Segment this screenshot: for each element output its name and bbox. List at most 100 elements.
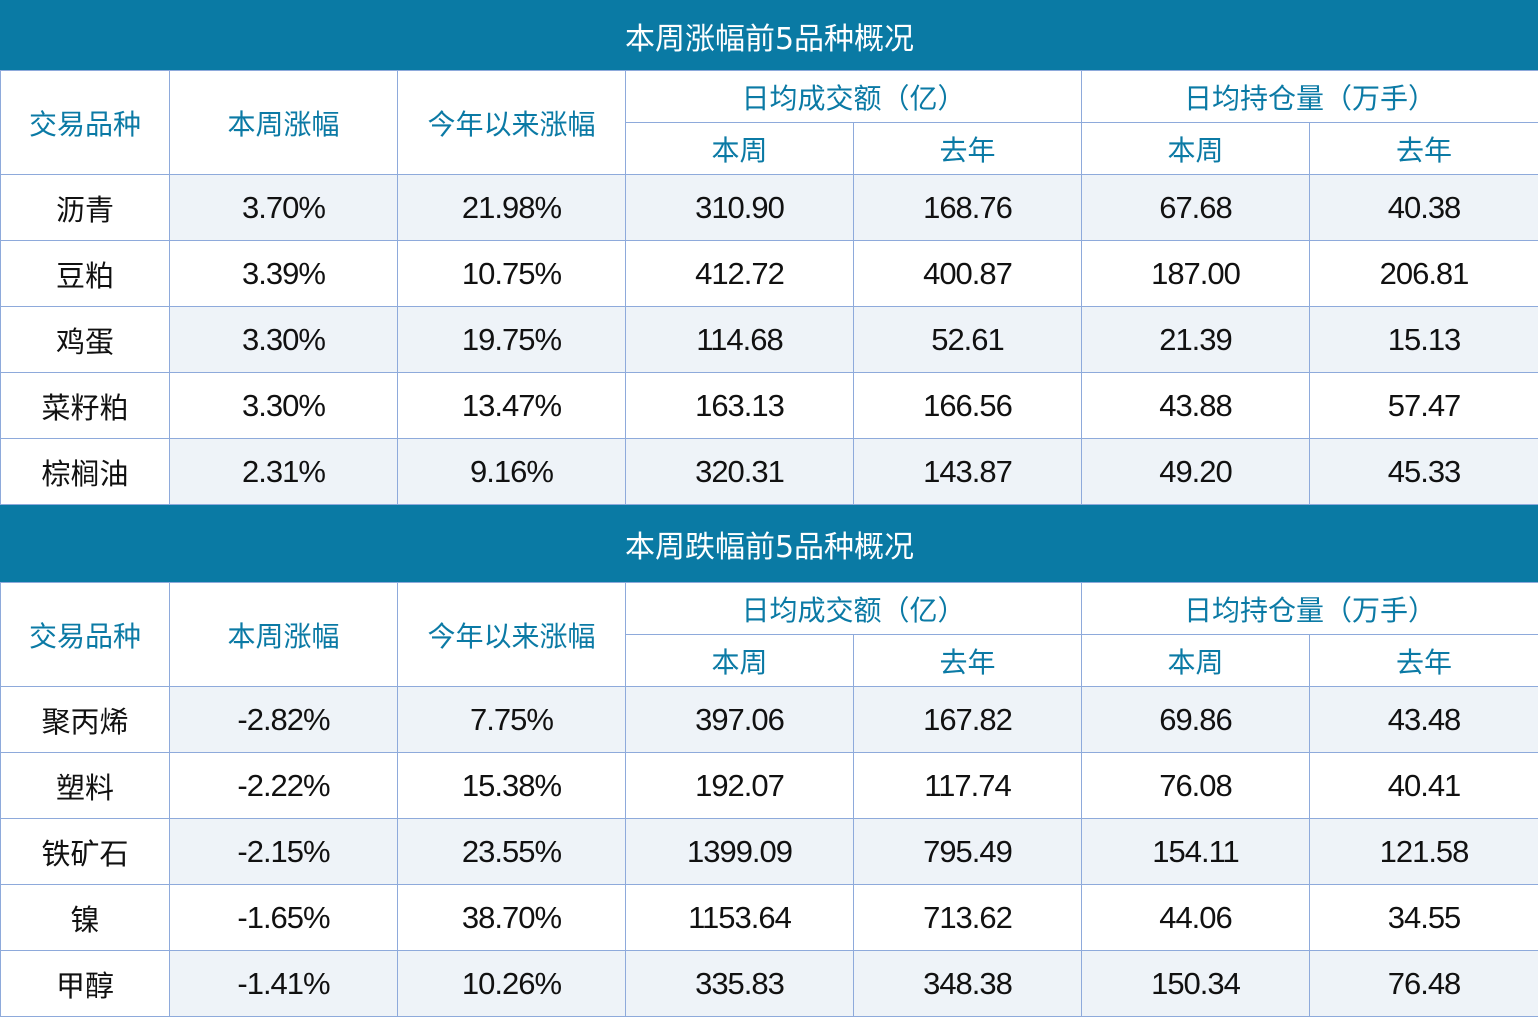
oi-this-week: 43.88 (1081, 372, 1310, 439)
week-change: -1.65% (169, 884, 398, 951)
oi-this-week: 150.34 (1081, 950, 1310, 1017)
decliners-header-row-2: 本周 去年 本周 去年 (1, 634, 1538, 687)
variety-name: 沥青 (0, 174, 170, 241)
table-row: 豆粕 3.39% 10.75% 412.72 400.87 187.00 206… (0, 240, 1538, 307)
turnover-last-year: 713.62 (853, 884, 1082, 951)
header-turnover-this-week: 本周 (625, 122, 854, 175)
turnover-this-week: 320.31 (625, 438, 854, 505)
gainers-header-row-1: 交易品种 本周涨幅 今年以来涨幅 日均成交额（亿） 日均持仓量（万手） (0, 70, 1538, 175)
table-row: 聚丙烯 -2.82% 7.75% 397.06 167.82 69.86 43.… (0, 686, 1538, 753)
table-row: 镍 -1.65% 38.70% 1153.64 713.62 44.06 34.… (0, 884, 1538, 951)
oi-this-week: 69.86 (1081, 686, 1310, 753)
variety-name: 甲醇 (0, 950, 170, 1017)
variety-name: 鸡蛋 (0, 306, 170, 373)
ytd-change: 38.70% (397, 884, 626, 951)
oi-this-week: 67.68 (1081, 174, 1310, 241)
week-change: 2.31% (169, 438, 398, 505)
ytd-change: 19.75% (397, 306, 626, 373)
turnover-this-week: 310.90 (625, 174, 854, 241)
gainers-header-row-2: 本周 去年 本周 去年 (1, 122, 1538, 175)
decliners-header-row-1: 交易品种 本周涨幅 今年以来涨幅 日均成交额（亿） 日均持仓量（万手） (0, 582, 1538, 687)
oi-last-year: 34.55 (1308, 884, 1538, 951)
ytd-change: 10.26% (397, 950, 626, 1017)
oi-last-year: 40.38 (1308, 174, 1538, 241)
table-row: 铁矿石 -2.15% 23.55% 1399.09 795.49 154.11 … (0, 818, 1538, 885)
turnover-this-week: 114.68 (625, 306, 854, 373)
header-ytd-change: 今年以来涨幅 (397, 70, 626, 175)
oi-last-year: 76.48 (1308, 950, 1538, 1017)
header-open-interest-group: 日均持仓量（万手） (1080, 70, 1538, 123)
oi-this-week: 21.39 (1081, 306, 1310, 373)
oi-last-year: 40.41 (1308, 752, 1538, 819)
table-row: 塑料 -2.22% 15.38% 192.07 117.74 76.08 40.… (0, 752, 1538, 819)
week-change: -2.82% (169, 686, 398, 753)
ytd-change: 23.55% (397, 818, 626, 885)
table-row: 沥青 3.70% 21.98% 310.90 168.76 67.68 40.3… (0, 174, 1538, 241)
header-open-interest-group: 日均持仓量（万手） (1080, 582, 1538, 635)
table-row: 鸡蛋 3.30% 19.75% 114.68 52.61 21.39 15.13 (0, 306, 1538, 373)
variety-name: 塑料 (0, 752, 170, 819)
variety-name: 棕榈油 (0, 438, 170, 505)
variety-name: 菜籽粕 (0, 372, 170, 439)
week-change: 3.70% (169, 174, 398, 241)
oi-last-year: 45.33 (1308, 438, 1538, 505)
decliners-title-row: 本周跌幅前5品种概况 (0, 504, 1538, 583)
turnover-last-year: 117.74 (853, 752, 1082, 819)
header-oi-this-week: 本周 (1081, 122, 1310, 175)
turnover-this-week: 192.07 (625, 752, 854, 819)
variety-name: 铁矿石 (0, 818, 170, 885)
turnover-last-year: 167.82 (853, 686, 1082, 753)
gainers-title-row: 本周涨幅前5品种概况 (0, 0, 1538, 71)
ytd-change: 10.75% (397, 240, 626, 307)
oi-last-year: 121.58 (1308, 818, 1538, 885)
turnover-last-year: 168.76 (853, 174, 1082, 241)
header-turnover-group: 日均成交额（亿） (625, 582, 1082, 635)
turnover-last-year: 400.87 (853, 240, 1082, 307)
turnover-last-year: 348.38 (853, 950, 1082, 1017)
ytd-change: 15.38% (397, 752, 626, 819)
header-week-change: 本周涨幅 (169, 582, 398, 687)
week-change: 3.30% (169, 306, 398, 373)
header-week-change: 本周涨幅 (169, 70, 398, 175)
turnover-this-week: 412.72 (625, 240, 854, 307)
oi-this-week: 76.08 (1081, 752, 1310, 819)
table-row: 菜籽粕 3.30% 13.47% 163.13 166.56 43.88 57.… (0, 372, 1538, 439)
week-change: -2.22% (169, 752, 398, 819)
turnover-last-year: 52.61 (853, 306, 1082, 373)
header-oi-last-year: 去年 (1308, 122, 1538, 175)
oi-last-year: 43.48 (1308, 686, 1538, 753)
variety-name: 镍 (0, 884, 170, 951)
decliners-table-title: 本周跌幅前5品种概况 (0, 504, 1538, 583)
gainers-table-title: 本周涨幅前5品种概况 (0, 0, 1538, 71)
turnover-last-year: 143.87 (853, 438, 1082, 505)
header-ytd-change: 今年以来涨幅 (397, 582, 626, 687)
header-oi-last-year: 去年 (1308, 634, 1538, 687)
turnover-this-week: 163.13 (625, 372, 854, 439)
turnover-this-week: 1399.09 (625, 818, 854, 885)
week-change: 3.39% (169, 240, 398, 307)
turnover-this-week: 397.06 (625, 686, 854, 753)
oi-last-year: 57.47 (1308, 372, 1538, 439)
oi-this-week: 49.20 (1081, 438, 1310, 505)
table-row: 甲醇 -1.41% 10.26% 335.83 348.38 150.34 76… (0, 950, 1538, 1017)
oi-this-week: 44.06 (1081, 884, 1310, 951)
variety-name: 聚丙烯 (0, 686, 170, 753)
turnover-last-year: 795.49 (853, 818, 1082, 885)
ytd-change: 7.75% (397, 686, 626, 753)
turnover-last-year: 166.56 (853, 372, 1082, 439)
week-change: -1.41% (169, 950, 398, 1017)
ytd-change: 9.16% (397, 438, 626, 505)
turnover-this-week: 1153.64 (625, 884, 854, 951)
header-oi-this-week: 本周 (1081, 634, 1310, 687)
table-row: 棕榈油 2.31% 9.16% 320.31 143.87 49.20 45.3… (0, 438, 1538, 505)
header-turnover-group: 日均成交额（亿） (625, 70, 1082, 123)
ytd-change: 21.98% (397, 174, 626, 241)
oi-this-week: 154.11 (1081, 818, 1310, 885)
header-variety: 交易品种 (0, 582, 170, 687)
oi-this-week: 187.00 (1081, 240, 1310, 307)
turnover-this-week: 335.83 (625, 950, 854, 1017)
header-turnover-last-year: 去年 (853, 634, 1082, 687)
oi-last-year: 206.81 (1308, 240, 1538, 307)
